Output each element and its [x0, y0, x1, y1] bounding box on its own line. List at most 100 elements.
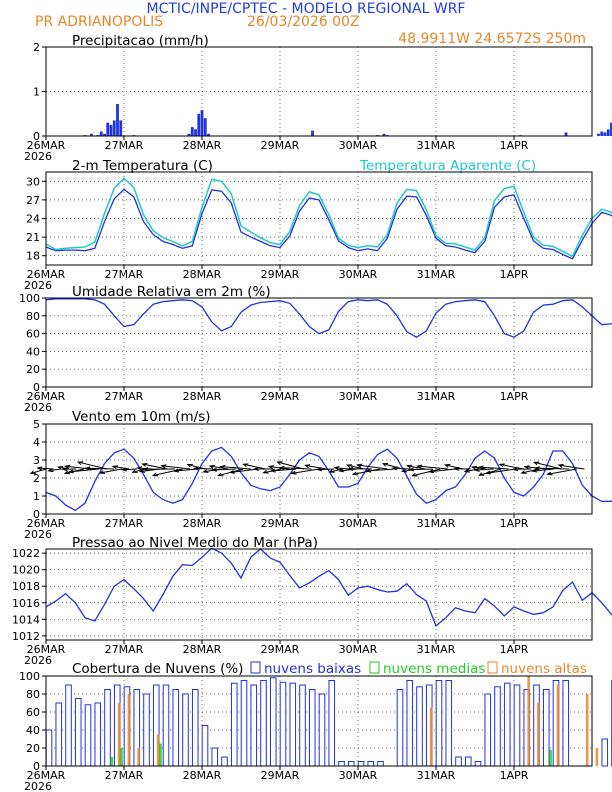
- wind-vector-arrow: [30, 468, 47, 474]
- precip-bar: [311, 130, 314, 136]
- precip-bar: [382, 133, 386, 136]
- header-location: PR ADRIANOPOLIS: [35, 14, 163, 30]
- cloud-mid-bar: [159, 743, 162, 766]
- wind-vector-head: [262, 469, 269, 474]
- humidity-title: Umidade Relativa em 2m (%): [72, 284, 271, 300]
- cloud-low-bar: [396, 689, 404, 767]
- wind-vector-head: [290, 470, 297, 475]
- wind-vector-arrow: [366, 468, 395, 472]
- precip-bar: [99, 131, 103, 136]
- cloud-low-bar: [299, 684, 306, 767]
- cloud-low-bar: [289, 682, 297, 767]
- wind-vector-head: [520, 470, 527, 474]
- wind-y-tick-label: 3: [33, 454, 40, 467]
- panel-humidity: Umidade Relativa em 2m (%) 0 20 40 60 80 100 2…: [19, 284, 612, 414]
- precip-bar: [200, 110, 204, 136]
- cloud-low-bar: [143, 693, 150, 767]
- wind-vector-head: [546, 471, 553, 476]
- clouds-frame: [45, 675, 593, 767]
- wind-vector-head: [267, 465, 274, 470]
- cloud-high-bar: [595, 748, 599, 766]
- wind-vector-arrow: [174, 468, 198, 472]
- precip-x-tick-label: 29MAR: [261, 139, 300, 152]
- wind-vector-arrow: [417, 465, 448, 470]
- wind-vector-arrow: [547, 468, 577, 475]
- cloud-low-bar: [45, 729, 53, 767]
- humidity-y-tick-label: 0: [33, 381, 40, 394]
- wind-vector-arrow: [479, 468, 502, 476]
- wind-vector-arrow: [305, 464, 327, 470]
- precip-y-tick-label: 2: [33, 41, 40, 54]
- wind-vector-head: [253, 466, 259, 472]
- wind-vector-head: [347, 466, 354, 471]
- wind-marks: 0 1 2 3 4 5 26MAR 27MAR 28MAR 29MAR 30MAR 31MAR 1APR…: [24, 418, 612, 541]
- wind-vector-arrow: [152, 468, 183, 477]
- pressure-x-tick-label: 30MAR: [339, 643, 378, 656]
- wind-vector-head: [228, 469, 235, 474]
- cloud-low-bar: [65, 684, 72, 767]
- cloud-low-bar: [367, 761, 375, 767]
- pressure-x-tick-label: 26MAR: [27, 643, 66, 656]
- wind-vector-arrow: [270, 468, 297, 472]
- wind-vector-arrow: [209, 465, 229, 470]
- wind-vector-arrow: [220, 466, 251, 470]
- pressure-x-tick-label: 27MAR: [105, 643, 144, 656]
- wind-vector-arrow: [475, 468, 494, 471]
- precip-bar: [106, 122, 110, 136]
- temp-y-tick-label: 21: [26, 231, 40, 244]
- temp-title: 2-m Temperatura (C): [72, 158, 213, 174]
- pressure-y-tick-label: 1018: [12, 580, 40, 593]
- wind-vector-head: [485, 470, 492, 475]
- humidity-x-tick-label: 28MAR: [183, 390, 222, 403]
- precip-title: Precipitacao (mm/h): [72, 33, 209, 49]
- wind-vector-arrow: [407, 465, 426, 470]
- pressure-y-tick-label: 1016: [12, 597, 40, 610]
- legend-swatch-high: [487, 661, 498, 674]
- wind-vector-head: [29, 470, 37, 474]
- wind-vector-head: [56, 465, 64, 470]
- clouds-marks: 0 20 40 60 80 100 26MAR 27MAR 28MAR 29MAR 30MAR 31M…: [19, 670, 612, 792]
- cloud-low-bar: [513, 684, 521, 767]
- pressure-marks: 1012 1014 1016 1018 1020 1022 26MAR 27MAR 28MAR 2…: [12, 547, 612, 667]
- clouds-x-year-label: 2026: [24, 780, 52, 792]
- wind-vector-arrow: [132, 468, 145, 473]
- pressure-x-tick-label: 31MAR: [417, 643, 456, 656]
- cloud-high-bar: [156, 734, 160, 766]
- wind-vector-head: [120, 467, 127, 472]
- humidity-x-tick-label: 29MAR: [261, 390, 300, 403]
- wind-series-line-0: [45, 446, 612, 512]
- cloud-mid-bar: [110, 757, 114, 766]
- wind-vector-head: [453, 466, 460, 471]
- clouds-x-tick-label: 27MAR: [105, 769, 144, 782]
- wind-vector-head: [63, 470, 71, 475]
- precip-y-tick-label: 0: [33, 130, 40, 143]
- precip-bar: [112, 120, 116, 136]
- wind-vector-head: [219, 465, 226, 469]
- wind-vector-arrow: [69, 468, 100, 473]
- wind-vector-arrow: [194, 467, 213, 470]
- humidity-frame: [45, 297, 593, 388]
- wind-vector-head: [416, 464, 423, 469]
- humidity-x-year-label: 2026: [24, 401, 52, 414]
- header-run: 26/03/2026 00Z: [247, 14, 360, 30]
- humidity-x-tick-label: 30MAR: [339, 390, 378, 403]
- humidity-x-tick-label: 31MAR: [417, 390, 456, 403]
- precip-x-tick-label: 1APR: [500, 139, 529, 152]
- cloud-low-bar: [221, 756, 228, 767]
- precip-bar: [109, 124, 113, 136]
- cloud-low-bar: [279, 681, 287, 767]
- pressure-y-tick-label: 1022: [12, 547, 40, 560]
- wind-vector-head: [141, 463, 148, 467]
- cloud-mid-bar: [120, 748, 123, 766]
- precip-bar: [187, 133, 191, 136]
- cloud-low-bar: [435, 680, 443, 767]
- temp-frame: [45, 171, 593, 266]
- wind-vector-head: [151, 472, 159, 477]
- wind-vector-arrow: [532, 468, 555, 472]
- wind-vector-head: [111, 465, 118, 470]
- wind-vector-arrow: [243, 463, 267, 470]
- wind-vector-head: [523, 465, 530, 470]
- wind-vector-head: [47, 468, 54, 473]
- precip-x-year-label: 2026: [24, 150, 52, 163]
